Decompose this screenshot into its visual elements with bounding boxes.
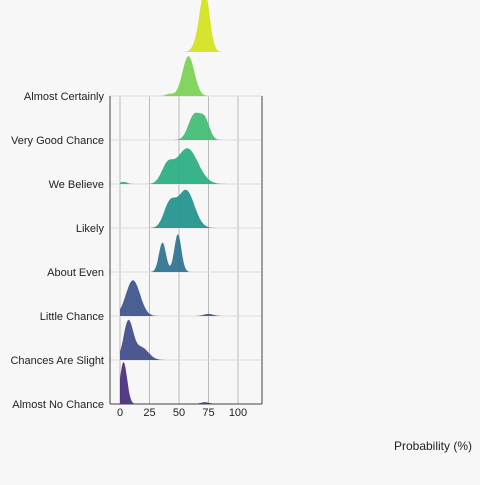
- ridge-very-good-chance: [120, 112, 238, 140]
- ridge-highly-likely: [120, 0, 238, 52]
- x-tick-label: 50: [173, 407, 185, 419]
- x-axis-label: Probability (%): [394, 439, 472, 453]
- ridge-layer: [120, 0, 238, 404]
- x-tick-label: 25: [143, 407, 155, 419]
- y-category-label: Little Chance: [40, 311, 104, 323]
- ridge-almost-certainly: [120, 56, 238, 96]
- y-category-label: Very Good Chance: [11, 135, 104, 147]
- ridge-chances-are-slight: [120, 319, 238, 360]
- y-category-label: We Believe: [49, 179, 104, 191]
- ridge-about-even: [120, 234, 238, 272]
- x-tick-label: 75: [202, 407, 214, 419]
- x-tick-label: 100: [229, 407, 247, 419]
- y-category-label: Almost No Chance: [12, 399, 104, 411]
- y-category-label: Likely: [76, 223, 105, 235]
- y-category-label: About Even: [47, 267, 104, 279]
- y-category-label: Chances Are Slight: [10, 355, 104, 367]
- ridge-likely: [120, 189, 238, 228]
- label-layer: 0 25 50 75 100 Almost No Chance Chances Are Sl…: [10, 91, 247, 419]
- axis-layer: [109, 96, 263, 405]
- x-tick-label: 0: [117, 407, 123, 419]
- ridge-little-chance: [120, 280, 238, 316]
- ridge-we-believe: [120, 148, 238, 184]
- y-category-label: Almost Certainly: [24, 91, 105, 103]
